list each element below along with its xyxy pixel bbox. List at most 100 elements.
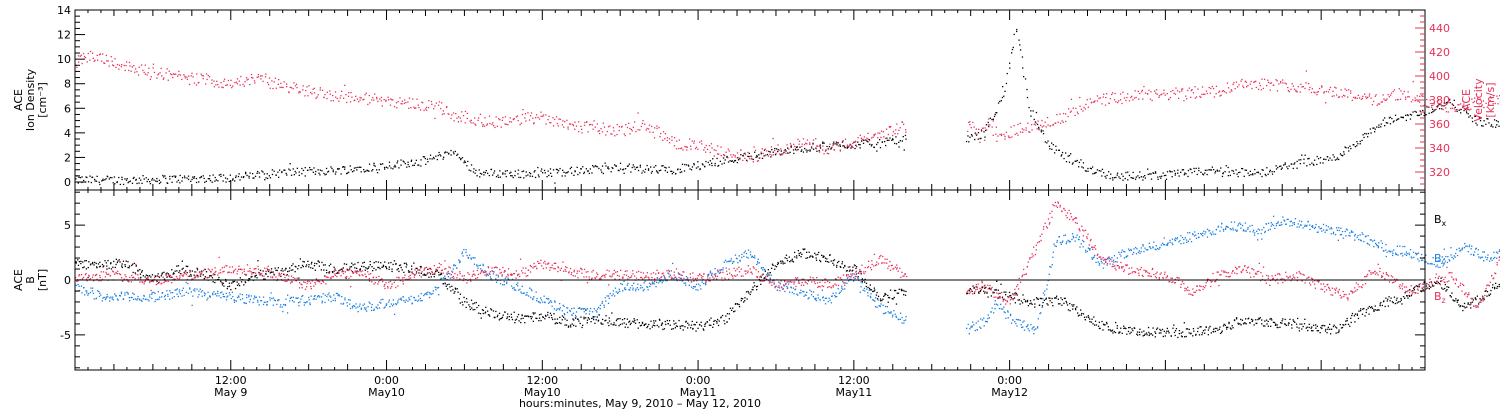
bx-series-point: [149, 275, 150, 276]
bx-series-point: [1126, 334, 1127, 335]
ion-density-series-point: [1250, 174, 1251, 175]
ion-density-series-point: [1086, 170, 1087, 171]
ion-density-series-point: [668, 167, 669, 168]
ion-density-series-point: [1363, 137, 1364, 138]
ion-density-series-point: [350, 165, 351, 166]
ion-density-series-point: [1069, 155, 1070, 156]
by-series-point: [381, 299, 382, 300]
bx-series-point: [850, 270, 851, 271]
by-series-point: [806, 292, 807, 293]
ion-density-series-point: [427, 159, 428, 160]
by-series-point: [748, 257, 749, 258]
velocity-series-point: [211, 79, 212, 80]
velocity-series-point: [1036, 123, 1037, 124]
velocity-series-point: [388, 99, 389, 100]
velocity-series-point: [244, 81, 245, 82]
ion-density-series-point: [659, 170, 660, 171]
ion-density-series-point: [664, 167, 665, 168]
by-series-point: [557, 308, 558, 309]
by-series-point: [149, 294, 150, 295]
velocity-series-point: [173, 73, 174, 74]
velocity-series-point: [1131, 96, 1132, 97]
ion-density-series-point: [1027, 97, 1028, 98]
ion-density-series: [75, 29, 1500, 185]
bx-series-point: [1494, 287, 1495, 288]
by-series-point: [377, 304, 378, 305]
by-series-point: [389, 300, 390, 301]
bx-series-point: [597, 316, 598, 317]
velocity-series-point: [275, 78, 276, 79]
velocity-series-point: [667, 140, 668, 141]
velocity-series-point: [1426, 106, 1427, 107]
by-series-point: [433, 290, 434, 291]
velocity-series-point: [198, 82, 199, 83]
by-series-point: [640, 285, 641, 286]
velocity-series-point: [779, 153, 780, 154]
velocity-series-point: [379, 98, 380, 99]
ion-density-series-point: [172, 176, 173, 177]
velocity-series-point: [214, 86, 215, 87]
bx-series-point: [384, 261, 385, 262]
ion-density-series-point: [276, 174, 277, 175]
ion-density-series-point: [1131, 177, 1132, 178]
bx-series-point: [780, 261, 781, 262]
bx-series-point: [1088, 315, 1089, 316]
velocity-series-point: [1255, 81, 1256, 82]
ion-density-series-point: [496, 176, 497, 177]
by-series-point: [835, 292, 836, 293]
bx-series-point: [769, 272, 770, 273]
ion-density-series-point: [1408, 115, 1409, 116]
by-series-point: [496, 274, 497, 275]
ion-density-series-point: [781, 150, 782, 151]
bx-series-point: [549, 317, 550, 318]
ion-density-series-point: [638, 170, 639, 171]
ion-density-series-point: [1248, 173, 1249, 174]
ion-density-series-point: [373, 163, 374, 164]
by-series-point: [793, 288, 794, 289]
ion-density-series-point: [281, 171, 282, 172]
bx-series-point: [168, 273, 169, 274]
velocity-series-point: [304, 95, 305, 96]
bx-series-point: [223, 286, 224, 287]
by-series-point: [164, 296, 165, 297]
ion-density-series-point: [133, 177, 134, 178]
bx-series-point: [1163, 336, 1164, 337]
bx-series-point: [284, 269, 285, 270]
by-series-point: [969, 333, 970, 334]
by-series-point: [220, 292, 221, 293]
velocity-series-point: [1043, 125, 1044, 126]
bx-series-point: [806, 252, 807, 253]
bx-series-point: [805, 258, 806, 259]
bx-series-point: [472, 303, 473, 304]
ion-density-series-point: [593, 166, 594, 167]
bx-series-point: [801, 254, 802, 255]
ion-density-series-point: [315, 174, 316, 175]
by-series-point: [166, 290, 167, 291]
velocity-series-point: [244, 86, 245, 87]
by-series-point: [179, 289, 180, 290]
ion-density-series-point: [274, 171, 275, 172]
bx-series-point: [232, 281, 233, 282]
bx-series-point: [356, 268, 357, 269]
by-series-point: [975, 330, 976, 331]
bx-series-point: [462, 304, 463, 305]
velocity-series-point: [438, 105, 439, 106]
ion-density-series-point: [762, 158, 763, 159]
velocity-series-point: [314, 92, 315, 93]
by-series-point: [426, 292, 427, 293]
bx-series-point: [772, 265, 773, 266]
by-series-point: [110, 297, 111, 298]
bx-series-point: [790, 260, 791, 261]
ion-density-series-point: [481, 173, 482, 174]
velocity-series-point: [999, 134, 1000, 135]
ion-density-series-point: [684, 170, 685, 171]
bx-series-point: [333, 267, 334, 268]
bx-series-point: [1200, 326, 1201, 327]
ion-density-series-point: [239, 173, 240, 174]
bx-series-point: [378, 262, 379, 263]
bx-series-point: [1495, 283, 1496, 284]
ion-density-series-point: [882, 142, 883, 143]
velocity-series-point: [676, 148, 677, 149]
velocity-series-point: [185, 77, 186, 78]
velocity-series-point: [1243, 87, 1244, 88]
